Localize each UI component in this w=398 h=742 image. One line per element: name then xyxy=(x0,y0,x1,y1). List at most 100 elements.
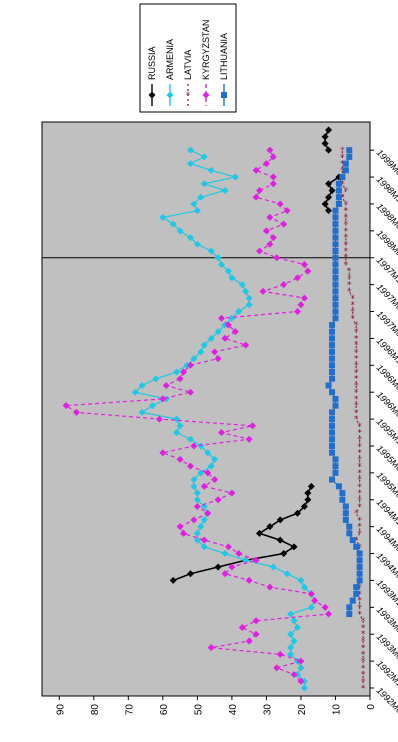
data-point-kyrgyzstan xyxy=(190,442,198,450)
data-point-latvia: * xyxy=(357,590,362,600)
data-point-latvia: * xyxy=(347,287,352,297)
data-point-lithuania xyxy=(346,604,353,611)
data-point-kyrgyzstan xyxy=(252,193,260,201)
data-point-russia xyxy=(325,146,333,154)
data-point-armenia xyxy=(190,200,198,208)
data-point-latvia: * xyxy=(354,375,359,385)
data-point-kyrgyzstan xyxy=(321,603,329,611)
data-point-latvia: * xyxy=(357,496,362,506)
data-point-armenia xyxy=(207,462,215,470)
data-point-latvia: * xyxy=(354,381,359,391)
data-point-russia xyxy=(276,516,284,524)
data-point-kyrgyzstan xyxy=(186,462,194,470)
data-point-lithuania xyxy=(335,194,342,201)
value-tick-label: 0 xyxy=(366,704,377,710)
data-point-latvia: * xyxy=(357,489,362,499)
data-point-kyrgyzstan xyxy=(249,422,257,430)
data-point-kyrgyzstan xyxy=(235,550,243,558)
data-point-lithuania xyxy=(329,409,336,416)
data-point-armenia xyxy=(290,617,298,625)
data-point-armenia xyxy=(283,570,291,578)
data-point-kyrgyzstan xyxy=(224,543,232,551)
data-point-latvia: * xyxy=(357,583,362,593)
data-point-lithuania xyxy=(335,483,342,490)
data-point-latvia: * xyxy=(357,449,362,459)
data-point-russia xyxy=(266,523,274,531)
data-point-armenia xyxy=(186,234,194,242)
data-point-armenia xyxy=(200,341,208,349)
data-point-latvia: * xyxy=(361,677,366,687)
data-point-latvia: * xyxy=(357,603,362,613)
data-point-lithuania xyxy=(332,469,339,476)
data-point-armenia xyxy=(207,166,215,174)
data-point-armenia xyxy=(287,630,295,638)
data-point-lithuania xyxy=(332,456,339,463)
value-tick-label: 60 xyxy=(159,704,170,716)
data-point-armenia xyxy=(204,449,212,457)
data-point-latvia: * xyxy=(361,664,366,674)
data-point-latvia: * xyxy=(354,328,359,338)
data-point-kyrgyzstan xyxy=(262,227,270,235)
data-point-lithuania xyxy=(342,510,349,517)
data-point-latvia: * xyxy=(357,442,362,452)
data-point-armenia xyxy=(138,381,146,389)
data-point-latvia: * xyxy=(347,267,352,277)
data-point-lithuania xyxy=(356,577,363,584)
data-point-latvia: * xyxy=(354,536,359,546)
data-point-lithuania xyxy=(335,180,342,187)
data-point-russia xyxy=(169,576,177,584)
data-point-latvia: * xyxy=(354,408,359,418)
data-point-russia xyxy=(276,536,284,544)
legend-marker-latvia: * xyxy=(186,91,191,101)
data-point-kyrgyzstan xyxy=(300,294,308,302)
data-point-latvia: * xyxy=(340,153,345,163)
data-point-latvia: * xyxy=(354,388,359,398)
data-point-kyrgyzstan xyxy=(280,281,288,289)
data-point-kyrgyzstan xyxy=(204,469,212,477)
time-tick-label: 1995M03 xyxy=(375,470,398,504)
data-point-armenia xyxy=(193,240,201,248)
data-point-russia xyxy=(321,139,329,147)
data-point-latvia: * xyxy=(357,435,362,445)
data-point-armenia xyxy=(200,516,208,524)
data-point-latvia: * xyxy=(344,254,349,264)
value-tick-label: 90 xyxy=(55,704,66,716)
data-point-latvia: * xyxy=(354,361,359,371)
time-tick-label: 1995M11 xyxy=(375,416,398,449)
data-point-kyrgyzstan xyxy=(176,375,184,383)
data-point-latvia: * xyxy=(361,637,366,647)
data-point-kyrgyzstan xyxy=(214,496,222,504)
data-point-armenia xyxy=(231,173,239,181)
data-point-kyrgyzstan xyxy=(204,509,212,517)
data-point-kyrgyzstan xyxy=(73,408,81,416)
data-point-russia xyxy=(290,543,298,551)
data-point-lithuania xyxy=(353,584,360,591)
data-point-latvia: * xyxy=(361,671,366,681)
data-point-latvia: * xyxy=(344,187,349,197)
data-point-lithuania xyxy=(332,295,339,302)
legend-marker-kyrgyzstan xyxy=(202,91,210,99)
data-point-kyrgyzstan xyxy=(180,529,188,537)
data-point-armenia xyxy=(242,287,250,295)
data-point-russia xyxy=(307,482,315,490)
data-point-armenia xyxy=(169,220,177,228)
data-point-lithuania xyxy=(332,315,339,322)
data-point-latvia: * xyxy=(354,509,359,519)
legend-label-russia: RUSSIA xyxy=(147,46,157,80)
data-point-latvia: * xyxy=(344,234,349,244)
data-point-kyrgyzstan xyxy=(280,220,288,228)
data-point-latvia: * xyxy=(354,355,359,365)
data-point-armenia xyxy=(197,348,205,356)
data-point-lithuania xyxy=(356,550,363,557)
data-point-kyrgyzstan xyxy=(211,476,219,484)
data-point-armenia xyxy=(269,563,277,571)
data-point-lithuania xyxy=(332,227,339,234)
data-point-lithuania xyxy=(329,342,336,349)
data-point-kyrgyzstan xyxy=(325,610,333,618)
data-point-latvia: * xyxy=(340,180,345,190)
legend-marker-russia xyxy=(148,91,156,99)
data-point-latvia: * xyxy=(357,482,362,492)
data-point-kyrgyzstan xyxy=(238,623,246,631)
data-point-lithuania xyxy=(329,442,336,449)
data-point-armenia xyxy=(300,583,308,591)
